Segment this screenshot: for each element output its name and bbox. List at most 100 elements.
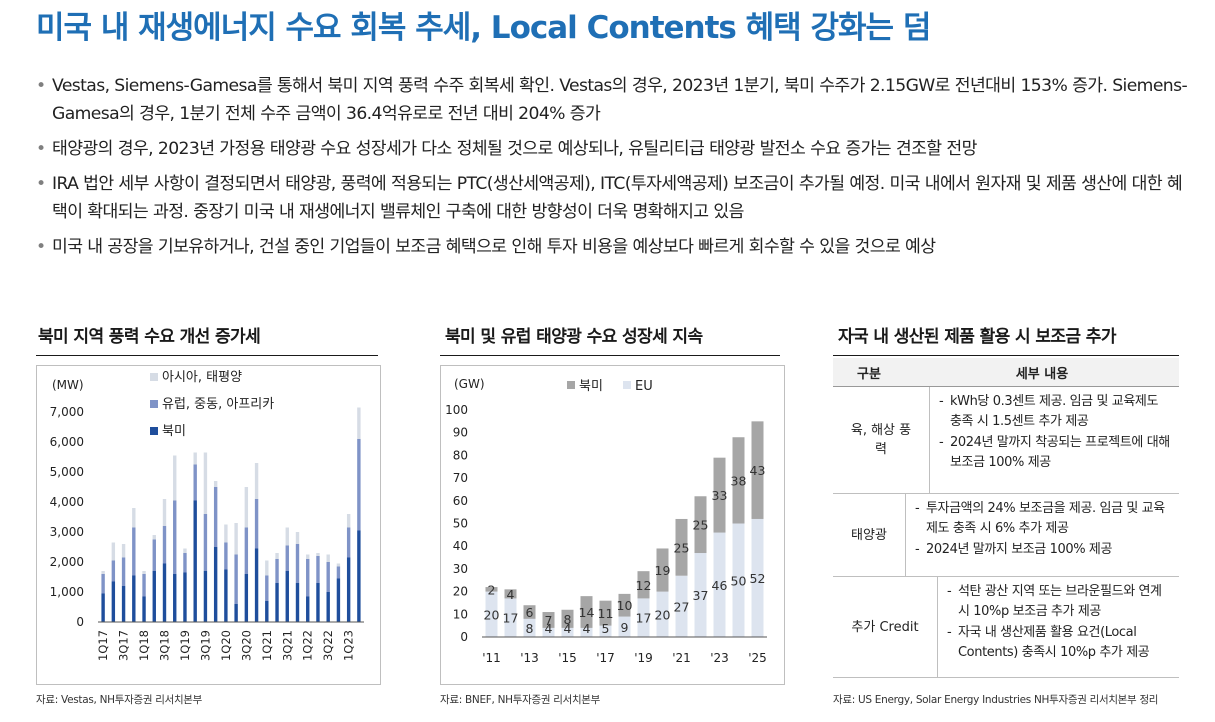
data-label: 52 [750,571,766,586]
x-tick-label: '13 [520,651,539,665]
bar-segment [295,583,300,622]
table-row: 육, 해상 풍력 kWh당 0.3센트 제공. 임금 및 교육제도 충족 시 1… [833,387,1179,494]
detail-item: kWh당 0.3센트 제공. 임금 및 교육제도 충족 시 1.5센트 추가 제… [938,392,1173,432]
data-label: 17 [636,611,652,626]
bar-segment [485,591,498,637]
legend-swatch [150,427,158,435]
bar-segment [637,571,650,599]
chart-frame [440,365,785,685]
bar-segment [306,554,310,559]
detail-item: 투자금액의 24% 보조금을 제공. 임금 및 교육제도 충족 시 6% 추가 … [914,499,1173,539]
y-axis-unit: (MW) [52,378,84,392]
y-tick-label: 70 [453,471,468,485]
data-label: 25 [693,518,709,533]
data-label: 4 [564,621,572,636]
bullet-item: 태양광의 경우, 2023년 가정용 태양광 수요 성장세가 다소 정체될 것으… [36,135,1196,163]
x-tick-label: 3Q22 [321,630,335,661]
bar-segment [357,407,361,439]
bar-segment [751,421,764,519]
bar-segment [295,544,300,583]
bar-segment [285,571,289,622]
bar-segment [357,439,361,531]
bar-segment [111,560,116,582]
bar-segment [152,571,156,622]
bar-segment [203,571,208,622]
bar-segment [101,574,105,594]
bar-segment [285,527,289,546]
x-tick-label: 1Q22 [301,630,315,661]
x-tick-label: '23 [710,651,729,665]
y-tick-label: 100 [445,403,468,417]
bar-segment [132,575,136,622]
bar-segment [203,452,208,514]
x-tick-label: 3Q18 [158,630,172,661]
legend-label: EU [635,379,653,394]
x-tick-label: '21 [672,651,691,665]
bar-segment [213,547,218,622]
x-tick-label: 1Q21 [260,630,274,661]
bar-segment [244,574,249,622]
x-tick-label: 1Q23 [342,630,356,661]
bar-segment [234,604,238,622]
subsidy-table: 구분 세부 내용 육, 해상 풍력 kWh당 0.3센트 제공. 임금 및 교육… [833,358,1179,678]
bar-segment [561,609,574,628]
bar-segment [675,575,688,637]
bar-segment [121,586,126,622]
table-title: 자국 내 생산된 제품 활용 시 보조금 추가 [838,327,1116,347]
bar-segment [316,553,320,556]
bar-segment [234,523,238,555]
bar-segment [713,457,726,533]
row-detail: kWh당 0.3센트 제공. 임금 및 교육제도 충족 시 1.5센트 추가 제… [930,387,1179,493]
bar-segment [193,464,197,501]
x-tick-label: 1Q18 [137,630,151,661]
row-category: 태양광 [833,494,906,576]
bar-segment [732,437,745,524]
divider [440,355,780,356]
bar-segment [523,618,536,637]
bar-segment [132,527,136,576]
y-tick-label: 4,000 [50,495,84,509]
y-tick-label: 2,000 [50,555,84,569]
divider [833,355,1179,356]
data-label: 4 [583,621,591,636]
bar-segment [213,487,218,547]
bar-segment [504,589,517,599]
bar-segment [121,544,126,558]
header-category: 구분 [857,366,881,382]
bar-segment [142,574,146,597]
y-tick-label: 0 [460,630,468,644]
legend-label: 유럽, 중동, 아프리카 [162,397,274,412]
data-label: 43 [750,463,766,478]
data-label: 9 [621,620,629,635]
bar-segment [173,574,177,622]
bar-segment [618,593,631,617]
bar-segment [265,560,269,576]
bar-segment [183,548,187,553]
y-tick-label: 90 [453,426,468,440]
solar-chart-title: 북미 및 유럽 태양광 수요 성장세 지속 [445,327,703,347]
data-label: 11 [598,606,614,621]
data-label: 2 [488,582,496,597]
legend-swatch [567,381,575,389]
bar-segment [193,500,197,622]
bar-segment [346,527,351,558]
bar-segment [285,545,289,571]
x-tick-label: 3Q19 [198,630,212,661]
legend-label: 북미 [162,424,186,439]
detail-item: 석탄 광산 지역 또는 브라운필드와 연계시 10%p 보조금 추가 제공 [946,582,1173,622]
x-tick-label: 1Q20 [219,630,233,661]
legend-swatch [150,400,158,408]
x-tick-label: 3Q21 [280,630,294,661]
bar-segment [295,532,300,544]
bar-segment [637,598,650,637]
bar-segment [244,487,249,528]
bullet-item: Vestas, Siemens-Gamesa를 통해서 북미 지역 풍력 수주 … [36,72,1196,128]
data-label: 14 [579,605,595,620]
row-category: 육, 해상 풍력 [833,387,930,493]
bar-segment [173,500,177,574]
x-tick-label: '25 [748,651,767,665]
detail-item: 자국 내 생산제품 활용 요건(Local Contents) 충족시 10%p… [946,623,1173,663]
y-axis-unit: (GW) [454,377,485,391]
bar-segment [275,583,279,622]
x-tick-label: 3Q20 [239,630,253,661]
